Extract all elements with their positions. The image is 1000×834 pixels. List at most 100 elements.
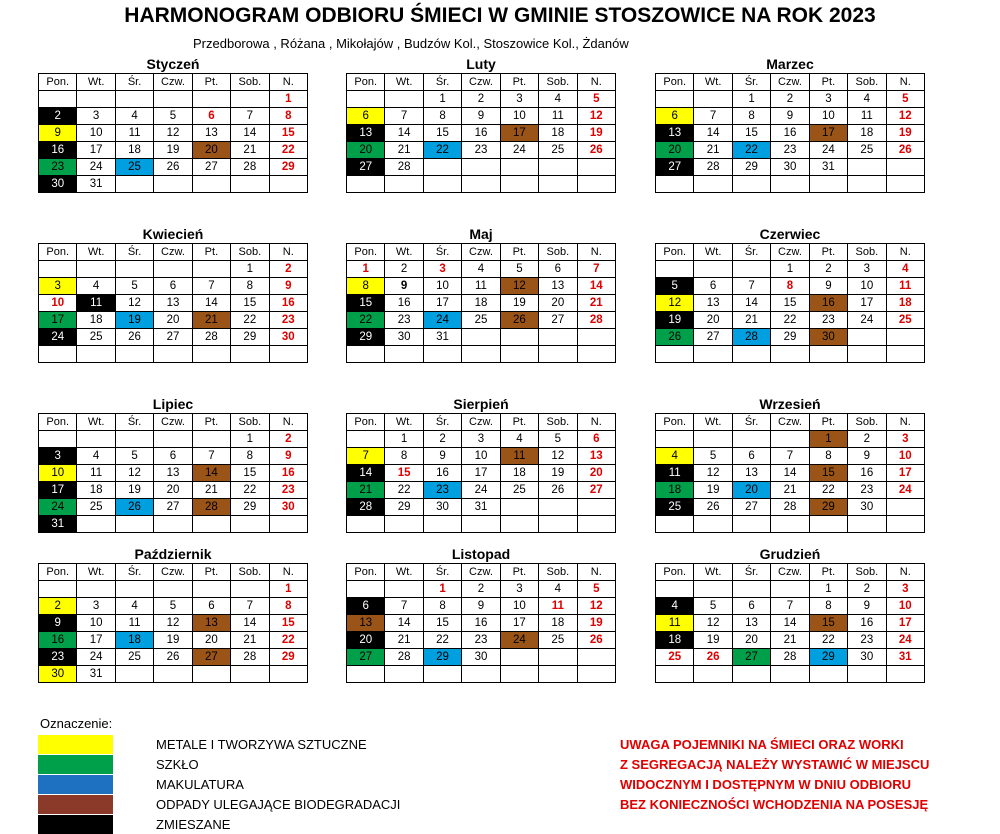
weekday-header: Śr. [114,73,155,91]
day-cell: 2 [268,430,309,448]
day-cell: 3 [847,260,887,278]
day-cell: 23 [268,481,309,499]
day-cell: 19 [693,631,733,649]
empty-cell [499,175,540,193]
weekday-header: Śr. [731,413,772,431]
day-cell: 1 [345,260,386,278]
empty-cell [538,328,578,346]
day-cell: 24 [461,481,501,499]
day-cell: 1 [268,90,309,108]
empty-cell [191,345,232,363]
day-cell: 7 [191,447,232,465]
day-cell: 19 [576,124,617,142]
day-cell: 11 [76,294,116,312]
day-cell: 27 [191,158,232,176]
day-cell: 19 [885,124,926,142]
day-cell: 8 [384,447,424,465]
day-cell: 8 [268,107,309,125]
day-cell: 2 [770,90,810,108]
weekday-header: Pt. [191,563,232,581]
day-cell: 21 [230,141,270,159]
day-cell: 6 [191,597,232,615]
day-cell: 7 [770,447,810,465]
empty-cell [538,175,578,193]
empty-cell [76,515,116,533]
day-cell: 2 [847,430,887,448]
day-cell: 28 [384,158,424,176]
day-cell: 21 [770,481,810,499]
weekday-header: N. [576,413,617,431]
day-cell: 20 [191,141,232,159]
day-cell: 4 [76,277,116,295]
empty-cell [654,580,695,598]
empty-cell [808,515,849,533]
weekday-header: Śr. [114,243,155,261]
day-cell: 6 [191,107,232,125]
empty-cell [654,90,695,108]
day-cell: 29 [230,328,270,346]
day-cell: 3 [37,277,78,295]
day-cell: 17 [885,614,926,632]
day-cell: 24 [499,631,540,649]
month-calendar: Sierpień Pon. Wt. Śr. Czw. Pt. Sob. N. 1 2 3 4 5 6 7 8 9… [345,396,617,533]
day-cell: 16 [847,464,887,482]
day-cell: 8 [770,277,810,295]
day-cell: 2 [847,580,887,598]
day-cell: 16 [461,614,501,632]
day-cell: 13 [654,124,695,142]
day-cell: 28 [230,158,270,176]
day-cell: 27 [576,481,617,499]
day-cell: 22 [268,141,309,159]
day-cell: 18 [654,631,695,649]
day-cell: 27 [153,328,193,346]
empty-cell [693,430,733,448]
day-cell: 23 [808,311,849,329]
empty-cell [114,345,155,363]
empty-cell [114,90,155,108]
empty-cell [76,260,116,278]
month-name: Listopad [451,546,511,562]
empty-cell [731,260,772,278]
empty-cell [230,515,270,533]
month-calendar: Październik Pon. Wt. Śr. Czw. Pt. Sob. N. 1 2 3 4 5 6… [37,546,309,683]
month-table: Pon. Wt. Śr. Czw. Pt. Sob. N. 1 2 3 4 5 6 7 8 9 10 11 12 13… [37,243,309,363]
day-cell: 25 [499,481,540,499]
day-cell: 17 [422,294,463,312]
day-cell: 19 [654,311,695,329]
day-cell: 12 [885,107,926,125]
day-cell: 5 [499,260,540,278]
day-cell: 21 [191,311,232,329]
day-cell: 5 [885,90,926,108]
month-table: Pon. Wt. Śr. Czw. Pt. Sob. N. 1 2 3 4 5 6 7 8 9 10 11 12 13… [345,73,617,193]
day-cell: 4 [114,107,155,125]
day-cell: 18 [885,294,926,312]
empty-cell [693,90,733,108]
day-cell: 17 [808,124,849,142]
empty-cell [847,175,887,193]
weekday-header: Pon. [345,413,386,431]
month-calendar: Wrzesień Pon. Wt. Śr. Czw. Pt. Sob. N. 1 2 3 4 5 6 7 8 9… [654,396,926,533]
empty-cell [191,580,232,598]
weekday-header: Czw. [461,563,501,581]
day-cell: 17 [499,614,540,632]
day-cell: 19 [693,481,733,499]
empty-cell [37,430,78,448]
day-cell: 11 [654,614,695,632]
weekday-header: Sob. [230,563,270,581]
day-cell: 16 [847,614,887,632]
day-cell: 23 [461,631,501,649]
day-cell: 5 [538,430,578,448]
empty-cell [770,515,810,533]
day-cell: 31 [422,328,463,346]
month-calendar: Listopad Pon. Wt. Śr. Czw. Pt. Sob. N. 1 2 3 4 5 6 7 8 9… [345,546,617,683]
day-cell: 2 [461,90,501,108]
weekday-header: Śr. [114,413,155,431]
weekday-header: Pt. [191,243,232,261]
weekday-header: Czw. [770,413,810,431]
day-cell: 17 [885,464,926,482]
day-cell: 14 [230,614,270,632]
empty-cell [345,90,386,108]
day-cell: 15 [808,614,849,632]
weekday-header: Śr. [731,563,772,581]
day-cell: 14 [576,277,617,295]
